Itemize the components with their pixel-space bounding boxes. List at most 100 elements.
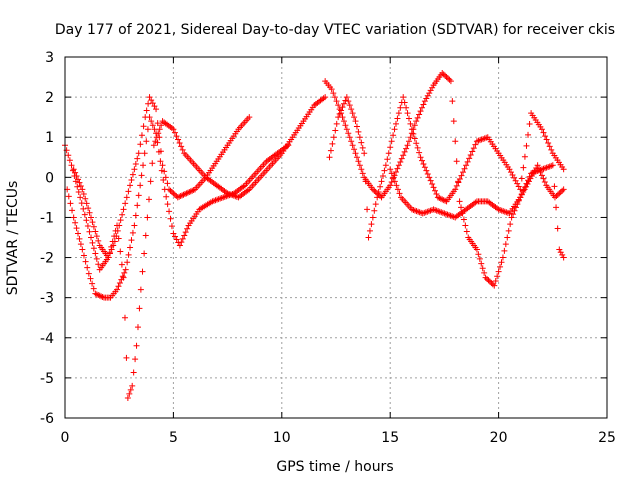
data-point <box>330 134 337 141</box>
data-point <box>330 90 337 97</box>
data-point <box>129 382 136 389</box>
y-tick-label: -6 <box>40 411 54 427</box>
data-point <box>74 183 81 190</box>
data-point <box>559 187 566 194</box>
data-point <box>518 190 525 197</box>
data-point <box>79 186 86 193</box>
data-point <box>517 194 524 201</box>
data-point <box>420 101 427 108</box>
data-point <box>476 255 483 262</box>
data-point <box>179 192 186 199</box>
y-axis-label: SDTVAR / TECUs <box>5 181 21 296</box>
data-point <box>164 201 171 208</box>
data-point <box>501 247 508 254</box>
data-point <box>76 179 83 186</box>
data-point <box>153 106 160 113</box>
data-point <box>70 166 77 173</box>
data-point <box>358 166 365 173</box>
data-point <box>69 207 76 214</box>
data-point <box>382 162 389 169</box>
data-point <box>67 200 74 207</box>
data-point <box>68 162 75 169</box>
data-point <box>144 214 151 221</box>
data-point <box>151 126 158 133</box>
data-point <box>148 118 155 125</box>
data-point <box>155 130 162 137</box>
x-tick-label: 15 <box>381 430 399 446</box>
data-point <box>143 107 150 114</box>
data-point <box>108 243 115 250</box>
data-point <box>453 182 460 189</box>
data-point <box>459 169 466 176</box>
data-point <box>407 134 414 141</box>
y-tick-label: -1 <box>40 210 54 226</box>
data-point <box>138 132 145 139</box>
data-point <box>96 292 103 299</box>
data-point <box>426 174 433 181</box>
data-point <box>82 258 89 265</box>
data-point <box>458 172 465 179</box>
data-point <box>554 191 561 198</box>
data-point <box>178 143 185 150</box>
data-point <box>553 193 560 200</box>
data-point <box>405 138 412 145</box>
data-point <box>329 140 336 147</box>
data-point <box>121 269 128 276</box>
data-point <box>442 197 449 204</box>
data-point <box>560 166 567 173</box>
series-track-f <box>387 162 567 261</box>
y-tick-label: 3 <box>45 50 54 66</box>
data-point <box>439 196 446 203</box>
data-point <box>149 160 156 167</box>
data-point <box>160 177 167 184</box>
data-point <box>352 118 359 125</box>
data-point <box>132 212 139 219</box>
data-point <box>137 141 144 148</box>
data-point <box>156 126 163 133</box>
data-point <box>423 167 430 174</box>
data-point <box>397 104 404 111</box>
data-point <box>375 189 382 196</box>
data-point <box>385 150 392 157</box>
data-point <box>87 275 94 282</box>
data-point <box>150 142 157 149</box>
data-point <box>340 118 347 125</box>
data-point <box>117 248 124 255</box>
data-point <box>455 179 462 186</box>
data-point <box>398 155 405 162</box>
data-point <box>122 200 129 207</box>
data-point <box>76 235 83 242</box>
data-point <box>122 266 129 273</box>
data-point <box>181 191 188 198</box>
data-point <box>366 227 373 234</box>
data-point <box>163 193 170 200</box>
data-point <box>162 174 169 181</box>
data-point <box>349 142 356 149</box>
data-point <box>460 216 467 223</box>
data-point <box>403 145 410 152</box>
data-point <box>351 146 358 153</box>
data-point <box>158 122 165 129</box>
y-tick-label: 2 <box>45 90 54 106</box>
data-point <box>80 191 87 198</box>
data-point <box>164 180 171 187</box>
data-point <box>413 118 420 125</box>
data-point <box>184 225 191 232</box>
data-point <box>181 232 188 239</box>
data-point <box>541 179 548 186</box>
data-point <box>143 138 150 145</box>
data-point <box>114 286 121 293</box>
data-point <box>426 90 433 97</box>
data-point <box>372 201 379 208</box>
data-point <box>86 209 93 216</box>
data-point <box>452 186 459 193</box>
data-point <box>343 94 350 101</box>
data-point <box>497 263 504 270</box>
data-point <box>124 259 131 266</box>
data-point <box>85 270 92 277</box>
data-point <box>538 126 545 133</box>
y-tick-label: 0 <box>45 170 54 186</box>
data-point <box>491 282 498 289</box>
data-point <box>99 293 106 300</box>
